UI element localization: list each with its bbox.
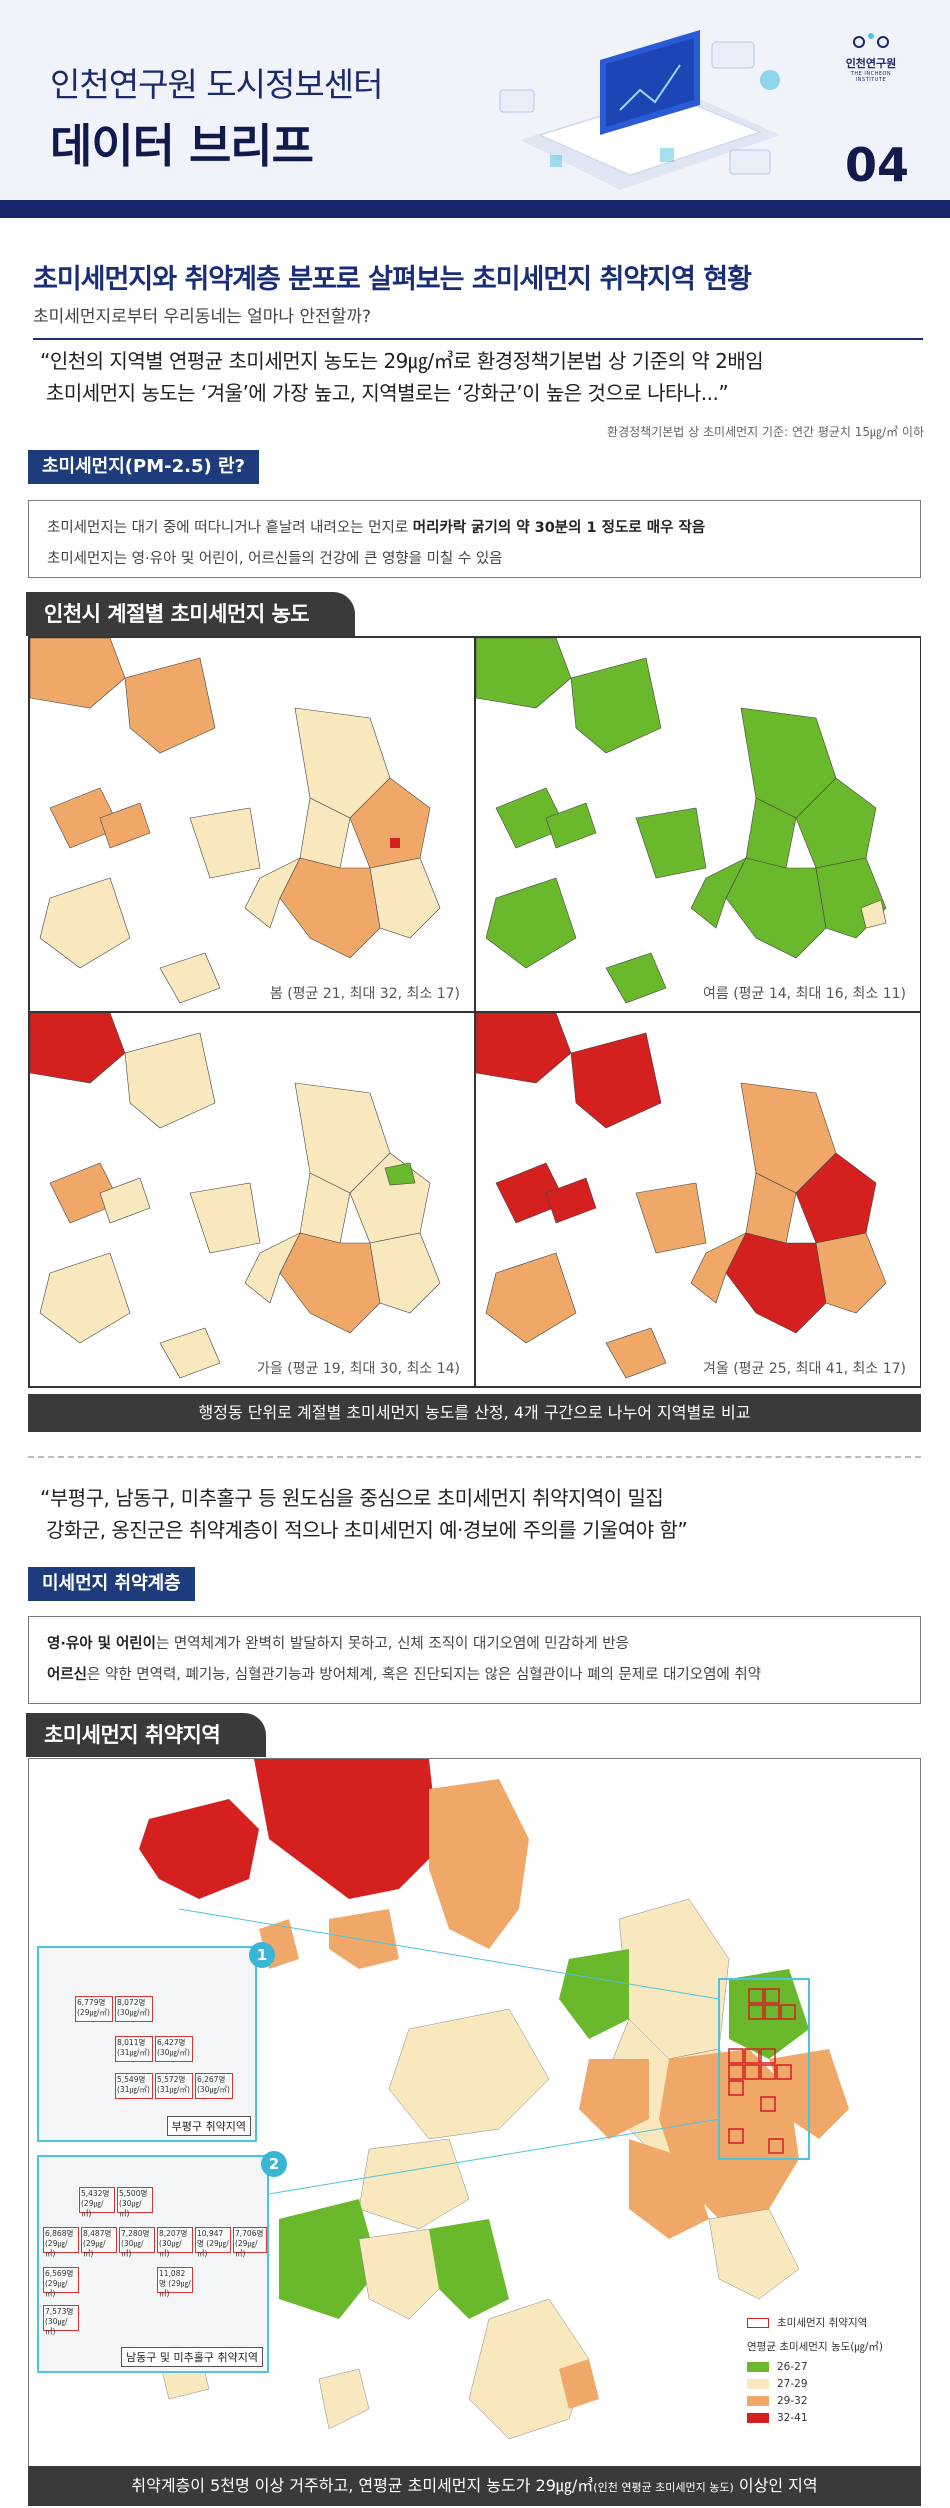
logo-subtext: THE INCHEON INSTITUTE: [850, 71, 892, 83]
header-subtitle: 인천연구원 도시정보센터: [50, 65, 383, 104]
legend-vulnerable-label: 초미세먼지 취약지역: [777, 2317, 868, 2329]
inset-1-cell-5: 5,549명 (31㎍/㎥): [115, 2073, 153, 2099]
laptop-illustration: [499, 30, 780, 190]
logo-mark-icon: [853, 33, 889, 48]
inset-1-cell-6: 5,572명 (31㎍/㎥): [155, 2073, 193, 2099]
pm25-line-1: 초미세먼지는 대기 중에 떠다니거나 흩날려 내려오는 먼지로 머리카락 굵기의…: [47, 513, 902, 544]
area-map-footer: 취약계층이 5천명 이상 거주하고, 연평균 초미세먼지 농도가 29㎍/㎥(인…: [28, 2466, 921, 2506]
map-winter: 겨울 (평균 25, 최대 41, 최소 17): [475, 1012, 921, 1387]
inset-1-cell-3: 8,011명 (31㎍/㎥): [115, 2036, 153, 2062]
inset-2-cell-10: 11,082명 (29㎍/㎥): [157, 2267, 193, 2298]
seasonal-footer: 행정동 단위로 계절별 초미세먼지 농도를 산정, 4개 구간으로 나누어 지역…: [28, 1394, 921, 1432]
logo-text: 인천연구원: [845, 57, 897, 70]
institute-logo: 인천연구원 THE INCHEON INSTITUTE: [836, 30, 906, 83]
inset-1-cell-2: 8,072명 (30㎍/㎥): [115, 1996, 153, 2022]
vulnerable-heading: 미세먼지 취약계층: [28, 1567, 195, 1601]
vulnerable-area-map: 1 6,779명 (29㎍/㎥) 8,072명 (30㎍/㎥) 8,011명 (…: [28, 1758, 921, 2482]
header-bar: [0, 200, 950, 218]
map-autumn: 가을 (평균 19, 최대 30, 최소 14): [29, 1012, 475, 1387]
finding-2-line-2: 강화군, 옹진군은 취약계층이 적으나 초미세먼지 예·경보에 주의를 기울여야…: [46, 1518, 688, 1542]
map-autumn-graphic: [30, 1013, 441, 1379]
footer-small-text: (인천 연평균 초미세먼지 농도): [593, 2481, 734, 2494]
legend-class-1: 26-27: [747, 2358, 883, 2375]
inset-namdong-michuhol: 2 5,432명 (29㎍/㎥) 5,500명 (30㎍/㎥) 6,868명 (…: [37, 2151, 287, 2373]
inset-2-cell-3: 6,868명 (29㎍/㎥): [43, 2227, 79, 2258]
map-summer-graphic: [476, 638, 887, 1004]
legend-title: 연평균 초미세먼지 농도(㎍/㎥): [747, 2341, 884, 2353]
map-spring: 봄 (평균 21, 최대 32, 최소 17): [29, 637, 475, 1012]
legend-swatch-2: [747, 2378, 769, 2389]
header-title: 데이터 브리프: [50, 119, 314, 173]
issue-number: 04: [845, 138, 910, 192]
article-subtitle: 초미세먼지로부터 우리동네는 얼마나 안전할까?: [33, 307, 372, 327]
vulnerable-box: 영·유아 및 어린이는 면역체계가 완벽히 발달하지 못하고, 신체 조직이 대…: [28, 1616, 921, 1704]
article-title: 초미세먼지와 취약계층 분포로 살펴보는 초미세먼지 취약지역 현황: [33, 264, 752, 295]
inset-1-number: 1: [249, 1942, 275, 1968]
inset-bupyeong: 1 6,779명 (29㎍/㎥) 8,072명 (30㎍/㎥) 8,011명 (…: [37, 1942, 275, 2142]
legend-swatch-4: [747, 2412, 769, 2423]
legend-label-4: 32-41: [777, 2411, 808, 2424]
inset-2-label: 남동구 및 미추홀구 취약지역: [121, 2347, 263, 2367]
seasonal-map-grid: 봄 (평균 21, 최대 32, 최소 17) 여름 (평균 14, 최대 16…: [28, 636, 921, 1388]
legend-label-3: 29-32: [777, 2394, 808, 2407]
inset-2-number: 2: [261, 2151, 287, 2177]
inset-2-cell-4: 8,487명 (29㎍/㎥): [81, 2227, 117, 2258]
footer-end-text: 이상인 지역: [733, 2476, 818, 2495]
footer-main-text: 취약계층이 5천명 이상 거주하고, 연평균 초미세먼지 농도가 29㎍/㎥: [131, 2476, 594, 2495]
vulnerable-children: 영·유아 및 어린이: [47, 1636, 156, 1652]
legend-swatch-3: [747, 2395, 769, 2406]
legend-class-2: 27-29: [747, 2375, 883, 2392]
inset-2-cell-8: 7,706명 (29㎍/㎥): [233, 2227, 267, 2258]
pm25-definition-box: 초미세먼지는 대기 중에 떠다니거나 흩날려 내려오는 먼지로 머리카락 굵기의…: [28, 500, 921, 578]
vulnerable-line-2: 어르신은 약한 면역력, 폐기능, 심혈관기능과 방어체계, 혹은 진단되지는 …: [47, 1660, 902, 1691]
map-legend: 초미세먼지 취약지역 연평균 초미세먼지 농도(㎍/㎥) 26-27 27-29…: [747, 2314, 883, 2426]
map-spring-graphic: [30, 638, 441, 1004]
key-finding-line-1: “인천의 지역별 연평균 초미세먼지 농도는 29㎍/㎥로 환경정책기본법 상 …: [40, 349, 764, 373]
inset-1-cell-7: 6,267명 (30㎍/㎥): [195, 2073, 233, 2099]
map-winter-graphic: [476, 1013, 887, 1379]
pm25-line-1-text: 초미세먼지는 대기 중에 떠다니거나 흩날려 내려오는 먼지로: [47, 520, 413, 536]
key-finding-line-2: 초미세먼지 농도는 ‘겨울’에 가장 높고, 지역별로는 ‘강화군’이 높은 것…: [46, 381, 729, 405]
caption-spring: 봄 (평균 21, 최대 32, 최소 17): [267, 983, 462, 1003]
vulnerable-elderly: 어르신: [47, 1667, 88, 1683]
caption-autumn: 가을 (평균 19, 최대 30, 최소 14): [254, 1358, 462, 1378]
inset-2-cell-9: 6,569명 (29㎍/㎥): [43, 2267, 79, 2298]
legend-swatch-1: [747, 2361, 769, 2372]
vulnerable-elderly-text: 은 약한 면역력, 폐기능, 심혈관기능과 방어체계, 혹은 진단되지는 않은 …: [87, 1667, 762, 1683]
pm25-line-1-emphasis: 머리카락 굵기의 약 30분의 1 정도로 매우 작음: [412, 520, 706, 536]
legend-vulnerable-swatch: [747, 2317, 769, 2328]
standard-note: 환경정책기본법 상 초미세먼지 기준: 연간 평균치 15㎍/㎥ 이하: [607, 425, 924, 439]
legend-vulnerable: 초미세먼지 취약지역: [747, 2314, 883, 2331]
legend-label-2: 27-29: [777, 2377, 808, 2390]
caption-winter: 겨울 (평균 25, 최대 41, 최소 17): [700, 1358, 908, 1378]
pm25-line-2: 초미세먼지는 영·유아 및 어린이, 어르신들의 건강에 큰 영향을 미칠 수 …: [47, 551, 503, 567]
inset-1-cell-4: 6,427명 (30㎍/㎥): [155, 2036, 193, 2062]
inset-2-cell-5: 7,280명 (30㎍/㎥): [119, 2227, 155, 2258]
vulnerable-children-text: 는 면역체계가 완벽히 발달하지 못하고, 신체 조직이 대기오염에 민감하게 …: [155, 1636, 629, 1652]
area-map-heading: 초미세먼지 취약지역: [26, 1713, 267, 1757]
inset-1-cell-1: 6,779명 (29㎍/㎥): [75, 1996, 113, 2022]
title-divider: [33, 338, 923, 340]
inset-2-cell-6: 8,207명 (30㎍/㎥): [157, 2227, 193, 2258]
legend-label-1: 26-27: [777, 2360, 808, 2373]
inset-2-cell-7: 10,947명 (29㎍/㎥): [195, 2227, 231, 2258]
legend-class-3: 29-32: [747, 2392, 883, 2409]
caption-summer: 여름 (평균 14, 최대 16, 최소 11): [700, 983, 908, 1003]
finding-2-line-1: “부평구, 남동구, 미추홀구 등 원도심을 중심으로 초미세먼지 취약지역이 …: [40, 1486, 664, 1510]
seasonal-heading: 인천시 계절별 초미세먼지 농도: [26, 592, 356, 636]
inset-2-cell-2: 5,500명 (30㎍/㎥): [117, 2187, 153, 2218]
header: 인천연구원 도시정보센터 데이터 브리프 인천연구원 THE INCHEON I…: [0, 0, 950, 218]
inset-2-cell-1: 5,432명 (29㎍/㎥): [79, 2187, 115, 2218]
inset-1-label: 부평구 취약지역: [166, 2116, 251, 2136]
legend-class-4: 32-41: [747, 2409, 883, 2426]
vulnerable-line-1: 영·유아 및 어린이는 면역체계가 완벽히 발달하지 못하고, 신체 조직이 대…: [47, 1629, 902, 1660]
map-summer: 여름 (평균 14, 최대 16, 최소 11): [475, 637, 921, 1012]
inset-2-cell-11: 7,573명 (30㎍/㎥): [43, 2305, 79, 2336]
pm25-heading: 초미세먼지(PM-2.5) 란?: [28, 450, 259, 484]
section-divider: [28, 1456, 921, 1458]
